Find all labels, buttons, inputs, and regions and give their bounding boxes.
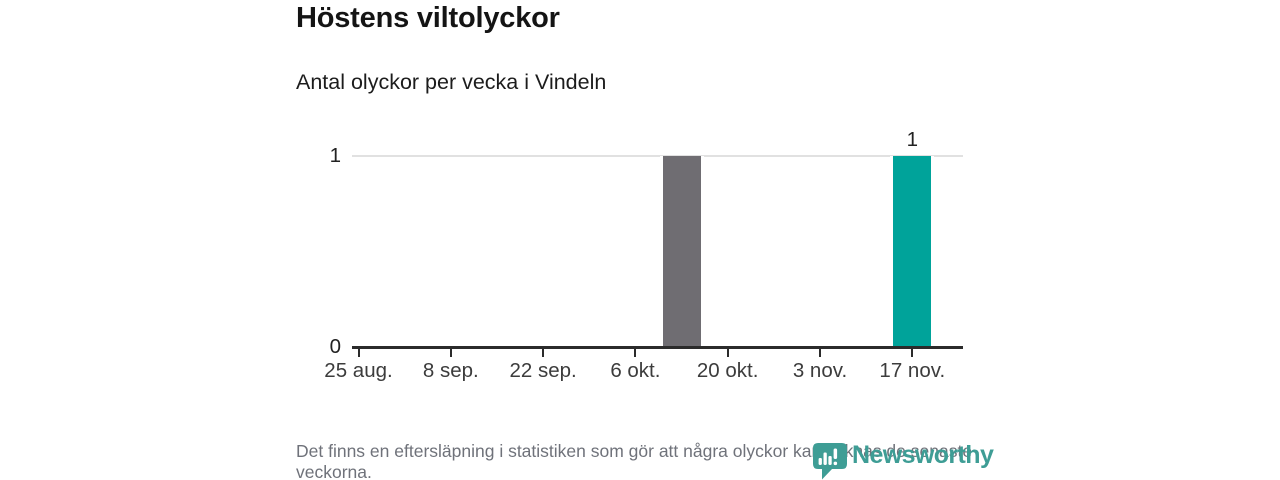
x-axis-tick-label: 8 sep. (422, 359, 479, 382)
x-axis-tick-label: 17 nov. (879, 359, 946, 382)
bar-value-label: 1 (906, 128, 918, 151)
gridline-y1 (352, 155, 963, 157)
bar-17nov (890, 156, 935, 346)
x-axis-line (352, 346, 963, 349)
x-axis-tick-label: 25 aug. (324, 359, 393, 382)
newsworthy-wordmark: Newsworthy (852, 441, 994, 469)
x-axis-tick-label: 6 okt. (610, 359, 661, 382)
x-axis-tick (726, 348, 729, 357)
x-axis-tick (819, 348, 821, 357)
y-axis-tick-label-1: 1 (329, 144, 341, 167)
newsworthy-bar-chart-bubble-icon (813, 443, 847, 480)
x-axis-tick-label: 20 okt. (696, 359, 759, 382)
chart-title: Höstens viltolyckor (296, 2, 560, 34)
x-axis-tick (542, 348, 545, 357)
x-axis-tick-label: 3 nov. (792, 359, 848, 382)
y-axis-tick-label-0: 0 (329, 335, 341, 358)
x-axis-tick (449, 348, 452, 357)
x-axis-tick-label: 22 sep. (509, 359, 577, 382)
bar-13okt (659, 156, 704, 346)
x-axis-tick (357, 348, 360, 357)
footnote: Det finns en eftersläpning i statistiken… (296, 441, 973, 480)
x-axis-tick (634, 348, 637, 357)
newsworthy-logo[interactable]: Newsworthy (812, 441, 994, 480)
x-axis-tick (911, 348, 914, 357)
chart-subtitle: Antal olyckor per vecka i Vindeln (296, 70, 607, 94)
